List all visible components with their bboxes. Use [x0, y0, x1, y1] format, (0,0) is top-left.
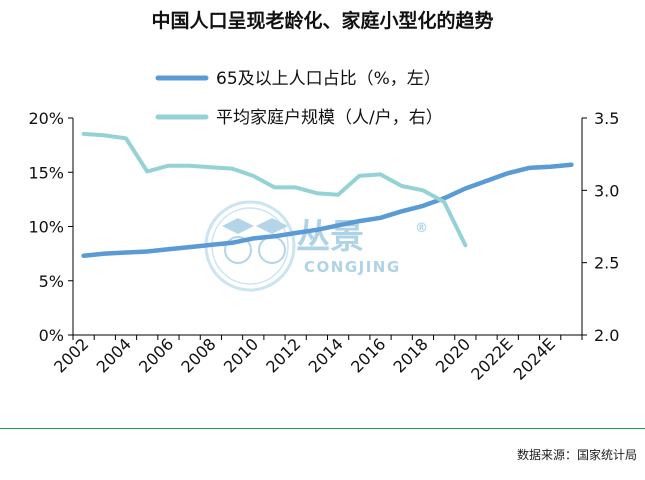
mortarboard-icon: [222, 218, 254, 234]
y-tick-label-left: 15%: [28, 163, 64, 182]
watermark-text-en: CONGJING: [304, 258, 401, 276]
y-tick-label-right: 2.5: [594, 254, 619, 273]
y-tick-label-right: 2.0: [594, 326, 619, 345]
source-note: 数据来源：国家统计局: [516, 448, 637, 462]
x-tick-label: 2010: [220, 334, 262, 376]
watermark-reg-mark: ®: [415, 221, 428, 236]
x-tick-label: 2024E: [510, 334, 559, 383]
y-tick-label-left: 5%: [39, 272, 64, 291]
legend-label: 65及以上人口占比（%，左）: [216, 69, 441, 89]
y-tick-label-left: 20%: [28, 109, 64, 128]
mortarboard-icon: [256, 218, 288, 234]
x-tick-label: 2014: [305, 334, 347, 376]
face-icon: [258, 236, 286, 264]
x-tick-label: 2018: [390, 334, 432, 376]
x-tick-label: 2012: [262, 334, 304, 376]
series-line-household-size: [81, 131, 468, 248]
y-tick-label-left: 10%: [28, 218, 64, 237]
y-tick-label-right: 3.0: [594, 181, 619, 200]
x-tick-label: 2004: [93, 334, 135, 376]
x-tick-label: 2008: [177, 334, 219, 376]
footer-divider: [0, 428, 645, 429]
legend-label: 平均家庭户规模（人/户，右）: [216, 108, 443, 128]
chart-title: 中国人口呈现老龄化、家庭小型化的趋势: [151, 10, 494, 32]
x-tick-label: 2006: [135, 334, 177, 376]
series-line-aging-ratio: [81, 162, 574, 259]
chart-area: 丛景 ®CONGJING0%5%10%15%20%2.02.53.03.52002…: [28, 69, 619, 384]
x-tick-label: 2022E: [467, 334, 516, 383]
y-tick-label-left: 0%: [39, 326, 64, 345]
y-tick-label-right: 3.5: [594, 109, 619, 128]
face-icon: [224, 236, 252, 264]
x-tick-label: 2016: [347, 334, 389, 376]
